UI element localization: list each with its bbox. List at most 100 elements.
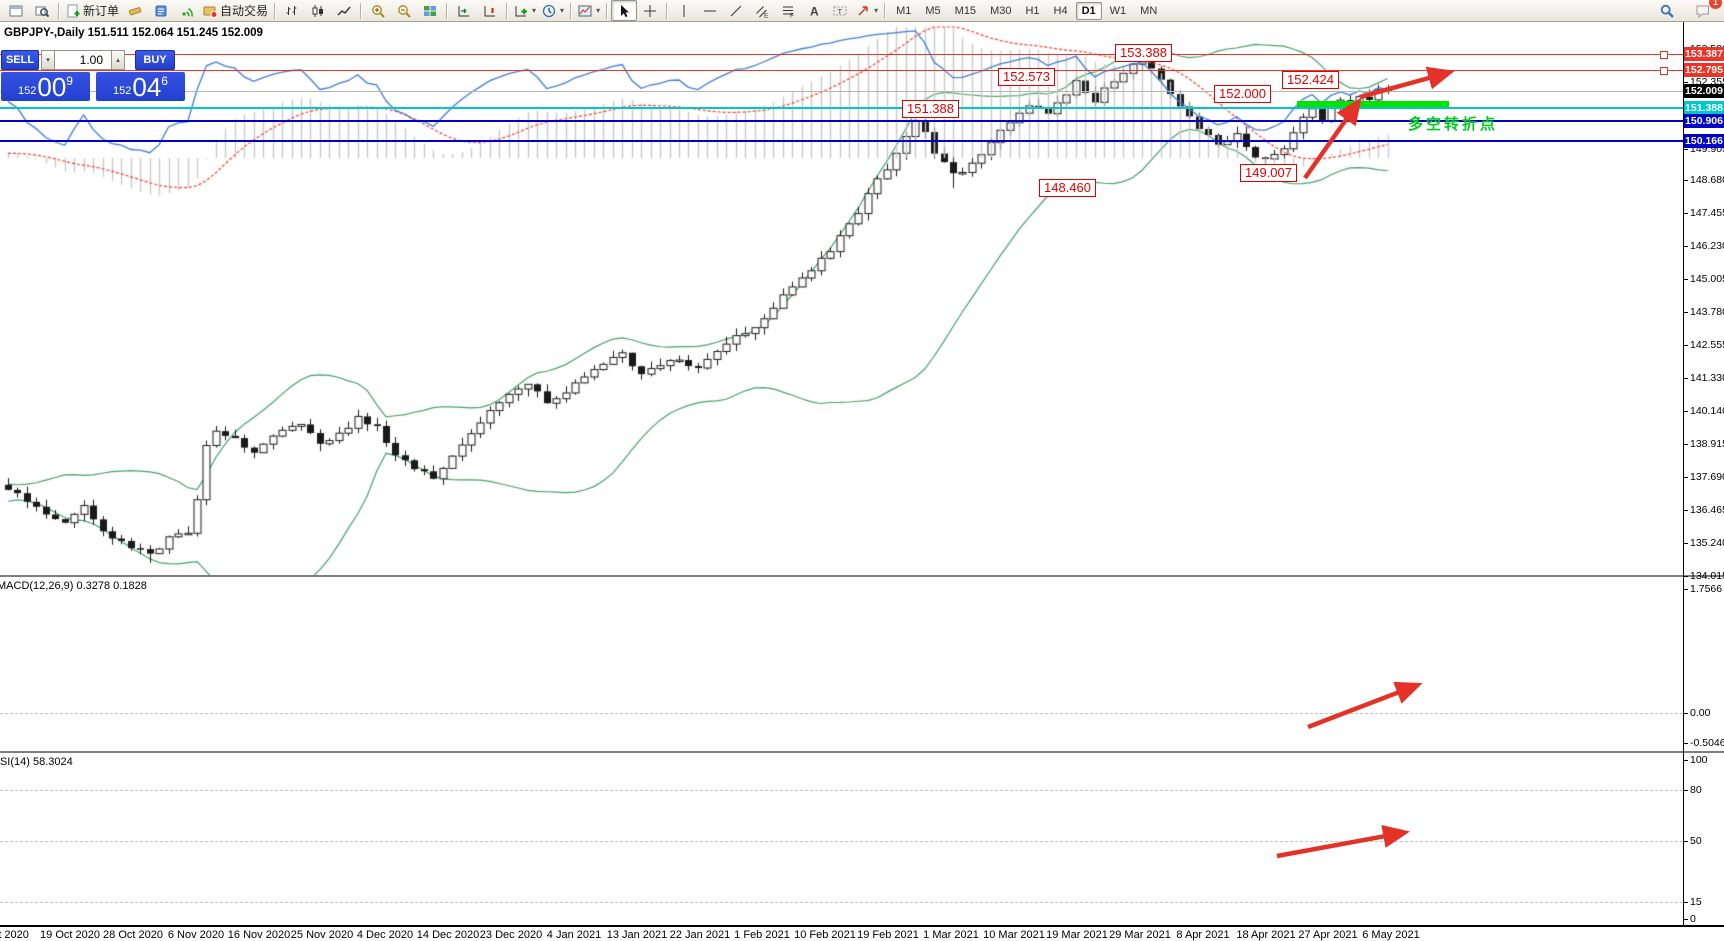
time-axis-border <box>0 925 1724 927</box>
date-label: 6 Nov 2020 <box>167 929 225 941</box>
volume-decrease-button[interactable]: ▾ <box>41 50 55 70</box>
date-label: 18 Apr 2021 <box>1236 929 1296 941</box>
text-button[interactable]: A <box>801 0 827 21</box>
new-order-button[interactable]: 新订单 <box>63 0 122 21</box>
bar-chart-icon[interactable] <box>279 0 305 21</box>
timeframe-w1-button[interactable]: W1 <box>1109 4 1127 17</box>
line-drag-handle[interactable] <box>1660 67 1668 75</box>
price-tick-label: 140.140 <box>1684 405 1724 417</box>
signals-icon[interactable] <box>174 0 200 21</box>
chat-icon[interactable]: 1 <box>1690 0 1722 21</box>
price-annotation-box[interactable]: 151.388 <box>902 100 959 118</box>
timeframe-m15-button[interactable]: M15 <box>954 4 977 17</box>
candlestick-chart-icon[interactable] <box>305 0 331 21</box>
terminal-icon[interactable] <box>3 0 29 21</box>
zoom-out-icon[interactable] <box>391 0 417 21</box>
auto-scroll-icon[interactable] <box>451 0 477 21</box>
crosshair-button[interactable] <box>637 0 663 21</box>
toolbar-separator <box>274 2 277 19</box>
horizontal-price-line[interactable] <box>0 91 1683 92</box>
horizontal-price-line[interactable] <box>0 70 1683 71</box>
date-label: 8 Oct 2020 <box>0 929 29 941</box>
sell-button[interactable]: SELL <box>1 50 39 70</box>
timeframe-d1-button[interactable]: D1 <box>1075 1 1102 20</box>
buy-price-display[interactable]: 152 04 6 <box>96 72 185 101</box>
date-label: 4 Jan 2021 <box>546 929 602 941</box>
date-label: 27 Apr 2021 <box>1298 929 1358 941</box>
price-tick-label: 138.915 <box>1684 438 1724 450</box>
price-tick-label: 137.690 <box>1684 471 1724 483</box>
chart-title: GBPJPY-,Daily 151.511 152.064 151.245 15… <box>4 27 263 39</box>
date-label: 10 Mar 2021 <box>983 929 1045 941</box>
macd-scale-label: 1.7566 <box>1683 583 1723 595</box>
price-annotation-box[interactable]: 153.388 <box>1115 44 1172 62</box>
timeframe-m1-button[interactable]: M1 <box>896 4 912 17</box>
support-zone-highlight[interactable] <box>1297 101 1449 107</box>
macd-scale-label: 0.00 <box>1683 707 1711 719</box>
price-annotation-box[interactable]: 152.424 <box>1282 71 1339 89</box>
horizontal-price-line[interactable] <box>0 54 1683 55</box>
date-label: 28 Oct 2020 <box>103 929 163 941</box>
horizontal-price-line[interactable] <box>0 140 1683 142</box>
data-window-icon[interactable] <box>29 0 55 21</box>
pane-divider[interactable] <box>0 751 1724 754</box>
price-badge: 150.166 <box>1684 134 1724 148</box>
date-label: 22 Jan 2021 <box>669 929 731 941</box>
buy-button[interactable]: BUY <box>135 50 175 70</box>
price-tick-label: 145.005 <box>1684 273 1724 285</box>
timeframe-m30-button[interactable]: M30 <box>990 4 1012 17</box>
rsi-label: RSI(14) 58.3024 <box>0 756 73 768</box>
price-annotation-box[interactable]: 148.460 <box>1039 179 1096 197</box>
horizontal-price-line[interactable] <box>0 120 1683 122</box>
timeframe-h1-button[interactable]: H1 <box>1025 4 1040 17</box>
price-tick-label: 141.330 <box>1684 372 1724 384</box>
horizontal-price-line[interactable] <box>0 107 1683 109</box>
horizontal-line-button[interactable] <box>697 0 723 21</box>
chart-shift-icon[interactable] <box>477 0 503 21</box>
volume-input[interactable] <box>55 50 111 70</box>
fibonacci-button[interactable]: F <box>775 0 801 21</box>
vertical-line-button[interactable] <box>671 0 697 21</box>
metaeditor-icon[interactable] <box>148 0 174 21</box>
price-tick-label: 136.465 <box>1684 504 1724 516</box>
chart-area: GBPJPY-,Daily 151.511 152.064 151.245 15… <box>0 22 1724 941</box>
indicators-button[interactable]: ▾ <box>511 0 539 21</box>
styler-icon[interactable] <box>122 0 148 21</box>
search-icon[interactable] <box>1654 0 1680 21</box>
sell-price-display[interactable]: 152 00 9 <box>1 72 90 101</box>
profiles-button[interactable]: ▾ <box>575 0 603 21</box>
price-badge: 152.795 <box>1684 63 1724 77</box>
zoom-in-icon[interactable] <box>365 0 391 21</box>
cursor-button[interactable] <box>611 0 638 21</box>
channel-button[interactable]: E <box>749 0 775 21</box>
date-label: 19 Mar 2021 <box>1046 929 1108 941</box>
tile-windows-icon[interactable] <box>417 0 443 21</box>
label-button[interactable]: T <box>827 0 853 21</box>
price-tick-label: 135.240 <box>1684 537 1724 549</box>
timeframe-mn-button[interactable]: MN <box>1140 4 1158 17</box>
trend-arrow <box>1276 824 1410 859</box>
price-annotation-box[interactable]: 149.007 <box>1240 164 1297 182</box>
date-label: 23 Dec 2020 <box>479 929 543 941</box>
date-label: 6 May 2021 <box>1362 929 1420 941</box>
periods-button[interactable]: ▾ <box>539 0 567 21</box>
svg-text:E: E <box>764 12 769 18</box>
trendline-button[interactable] <box>723 0 749 21</box>
timeframe-m5-button[interactable]: M5 <box>925 4 941 17</box>
svg-text:T: T <box>838 6 843 15</box>
price-annotation-box[interactable]: 152.573 <box>998 68 1055 86</box>
price-tick-label: 143.780 <box>1684 306 1724 318</box>
pane-divider[interactable] <box>0 575 1724 578</box>
timeframe-h4-button[interactable]: H4 <box>1053 4 1068 17</box>
date-label: 1 Mar 2021 <box>923 929 979 941</box>
price-annotation-box[interactable]: 152.000 <box>1214 85 1271 103</box>
toolbar-separator <box>606 2 609 19</box>
line-drag-handle[interactable] <box>1660 51 1668 59</box>
arrows-button[interactable]: ▾ <box>853 0 881 21</box>
volume-increase-button[interactable]: ▴ <box>111 50 125 70</box>
rsi-scale-label: 80 <box>1684 784 1702 796</box>
macd-zero-line <box>0 713 1683 714</box>
line-chart-icon[interactable] <box>331 0 357 21</box>
autotrading-button[interactable]: 自动交易 <box>200 0 271 21</box>
toolbar: 新订单 自动交易 ▾ ▾ ▾ E F A T ▾ M1 M5 M15 M30 H1 H4 D1 W1 MN 1 <box>0 0 1724 22</box>
